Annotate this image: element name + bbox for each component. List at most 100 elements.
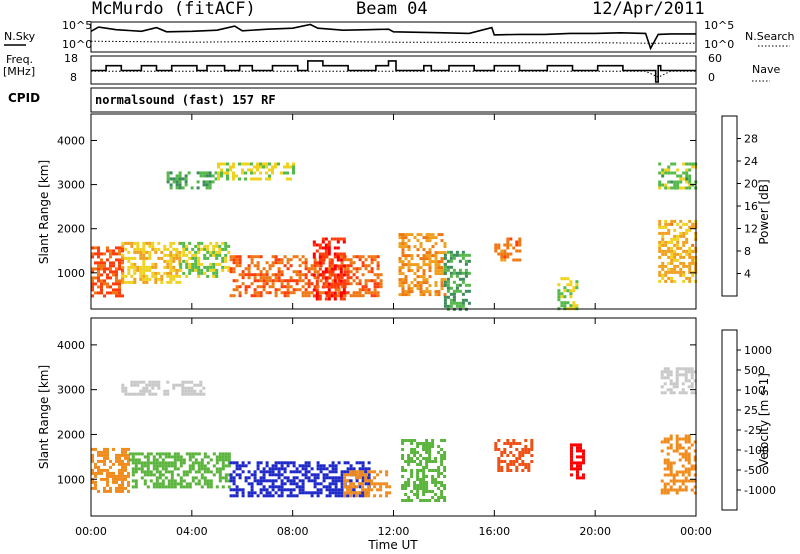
power-cell-11 [691, 255, 695, 259]
power-cell-2 [191, 265, 195, 269]
power-cell-3 [346, 264, 350, 268]
power-cell-6 [268, 174, 271, 178]
power-cell-7 [434, 242, 438, 246]
power-cell-9 [494, 246, 498, 250]
velocity-cell-1 [227, 458, 231, 462]
velocity-cell-8 [678, 488, 682, 492]
power-cell-6 [259, 165, 262, 169]
power-cell-8 [461, 280, 465, 284]
x-tick-label: 16:00 [478, 525, 510, 538]
power-cell-7 [398, 278, 402, 282]
velocity-cell-5 [443, 457, 447, 460]
power-cell-0 [97, 267, 100, 271]
power-cell-3 [253, 294, 257, 298]
power-cell-5 [196, 186, 200, 190]
velocity-cell-4 [121, 389, 125, 393]
power-cell-3 [229, 258, 233, 262]
velocity-cell-2 [313, 476, 317, 480]
velocity-cell-9 [663, 376, 667, 380]
power-cell-12 [688, 180, 692, 184]
power-cell-3 [265, 279, 269, 283]
velocity-cell-5 [443, 499, 447, 502]
velocity-cell-8 [660, 491, 664, 495]
power-cell-3 [337, 294, 341, 298]
power-cell-12 [670, 186, 674, 190]
velocity-cell-2 [316, 473, 320, 477]
velocity-cell-9 [669, 391, 673, 395]
power-cell-3 [373, 294, 377, 298]
power-cell-3 [292, 288, 296, 292]
velocity-cell-7 [579, 455, 582, 459]
velocity-cell-7 [570, 443, 573, 447]
power-colorbar-frame [721, 115, 738, 297]
velocity-cell-3 [367, 488, 371, 492]
velocity-cell-6 [521, 454, 525, 457]
power-cell-12 [658, 183, 662, 187]
power-cell-3 [307, 294, 311, 298]
power-cell-2 [200, 271, 204, 275]
power-cell-12 [688, 177, 692, 181]
power-cell-0 [91, 294, 94, 298]
velocity-cell-7 [576, 455, 579, 459]
power-cell-9 [503, 243, 507, 247]
power-cell-9 [518, 258, 522, 262]
velocity-cell-0 [127, 483, 130, 487]
power-cell-3 [307, 282, 311, 286]
velocity-cell-0 [103, 489, 106, 493]
power-cell-0 [118, 267, 121, 271]
power-cell-1 [166, 259, 170, 263]
power-cell-7 [440, 260, 444, 264]
velocity-cell-1 [197, 464, 201, 468]
velocity-cell-3 [352, 491, 356, 495]
velocity-cell-6 [503, 448, 507, 451]
power-cell-11 [667, 246, 671, 250]
power-cell-0 [109, 264, 112, 268]
power-cell-3 [289, 279, 293, 283]
velocity-cell-8 [684, 437, 688, 441]
power-cell-11 [685, 264, 689, 268]
power-cell-4 [342, 240, 346, 244]
power-cell-5 [178, 177, 182, 181]
velocity-cell-2 [277, 467, 281, 471]
power-cell-4 [333, 276, 337, 280]
power-cell-1 [145, 250, 149, 254]
power-cell-4 [327, 270, 331, 274]
power-cell-3 [283, 279, 287, 283]
power-cell-3 [295, 282, 299, 286]
power-cell-7 [407, 284, 411, 288]
velocity-cell-3 [379, 485, 383, 489]
power-cell-12 [676, 180, 680, 184]
power-cell-12 [682, 177, 686, 181]
power-colorbar-label: Power [dB] [757, 179, 771, 244]
power-cell-4 [312, 240, 316, 244]
power-cell-7 [440, 278, 444, 282]
power-cell-3 [235, 261, 239, 265]
power-cell-3 [358, 279, 362, 283]
power-cell-1 [133, 268, 137, 272]
power-cell-3 [304, 273, 308, 277]
velocity-cell-1 [149, 461, 153, 465]
velocity-cell-1 [155, 476, 159, 480]
velocity-cell-0 [121, 447, 124, 451]
power-cell-7 [416, 266, 420, 270]
power-cell-7 [416, 281, 420, 285]
power-cell-2 [185, 244, 189, 248]
velocity-cell-6 [515, 469, 519, 472]
velocity-cell-5 [437, 499, 441, 502]
power-cell-0 [118, 264, 121, 268]
power-cell-4 [336, 252, 340, 256]
power-cell-3 [361, 261, 365, 265]
velocity-cell-2 [319, 488, 323, 492]
power-cell-3 [259, 294, 263, 298]
power-cell-6 [229, 165, 232, 169]
power-cell-4 [324, 297, 328, 301]
power-cell-3 [361, 294, 365, 298]
power-cell-2 [212, 268, 216, 272]
power-cell-1 [178, 256, 182, 260]
power-cell-5 [184, 174, 188, 178]
velocity-cell-8 [687, 467, 691, 471]
power-cell-5 [178, 183, 182, 187]
velocity-cell-8 [675, 479, 679, 483]
velocity-cell-8 [687, 446, 691, 450]
velocity-cell-4 [124, 386, 128, 390]
